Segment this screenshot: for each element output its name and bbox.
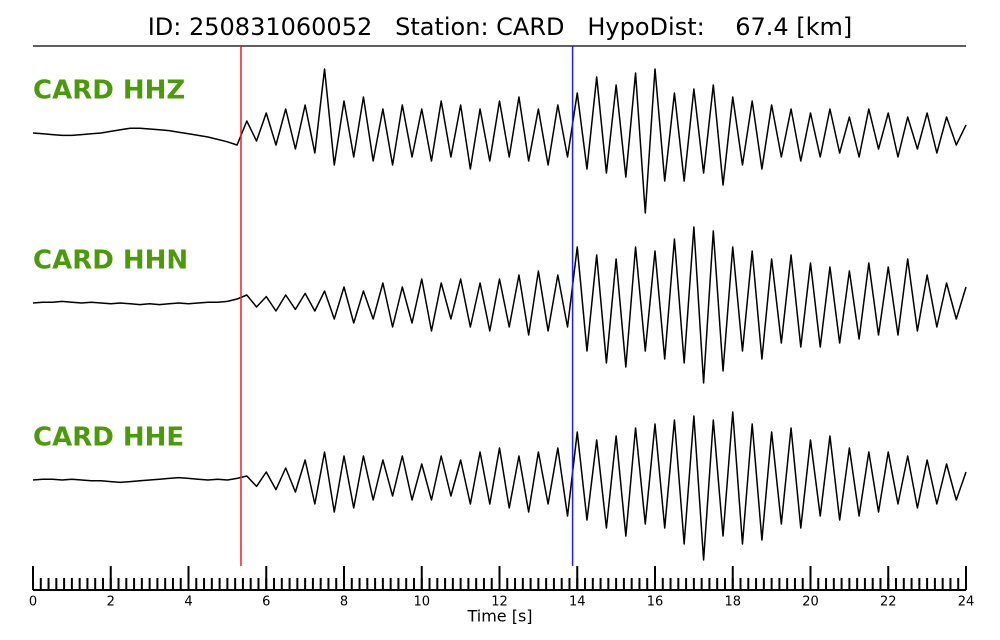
x-tick-label: 20 — [802, 595, 819, 610]
trace-label: CARD HHZ — [33, 76, 185, 106]
x-tick-label: 24 — [958, 595, 975, 610]
trace-label: CARD HHE — [33, 423, 184, 453]
x-tick-label: 22 — [880, 595, 897, 610]
trace-label: CARD HHN — [33, 246, 188, 276]
x-tick-label: 6 — [262, 595, 270, 610]
x-tick-label: 16 — [647, 595, 664, 610]
chart-title: ID: 250831060052 Station: CARD HypoDist:… — [148, 13, 853, 41]
waveform — [32, 226, 967, 384]
x-tick-label: 10 — [413, 595, 430, 610]
x-tick-label: 18 — [724, 595, 741, 610]
x-tick-label: 12 — [491, 595, 508, 610]
waveform — [32, 411, 967, 561]
x-axis-label: Time [s] — [466, 607, 532, 626]
x-tick-label: 14 — [569, 595, 586, 610]
x-tick-label: 4 — [184, 595, 192, 610]
x-tick-label: 2 — [107, 595, 115, 610]
x-tick-label: 8 — [340, 595, 348, 610]
waveform — [32, 68, 967, 214]
x-tick-label: 0 — [29, 595, 37, 610]
